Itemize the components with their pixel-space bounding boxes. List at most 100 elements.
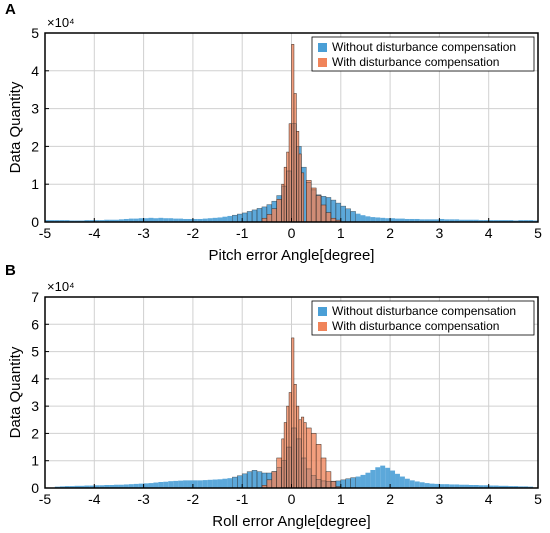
x-axis-label: Pitch error Angle[degree] [209, 247, 375, 264]
bar [498, 220, 504, 222]
bar [79, 220, 85, 222]
bar [350, 477, 356, 488]
bar [173, 218, 179, 222]
bar [439, 484, 445, 488]
bar [133, 483, 139, 488]
bar [429, 483, 435, 488]
bar [395, 218, 400, 222]
bar [320, 457, 327, 489]
bar [64, 220, 70, 222]
bar [123, 218, 129, 222]
bar [468, 484, 474, 488]
bar [237, 475, 243, 488]
bar [197, 480, 203, 488]
bar [69, 220, 75, 222]
x-tick-label: -3 [137, 491, 150, 507]
bar [143, 483, 149, 488]
x-tick-label: 5 [534, 225, 542, 241]
bar [523, 486, 529, 488]
bar [464, 219, 469, 222]
x-axis-label: Roll error Angle[degree] [212, 513, 370, 530]
legend-swatch [318, 58, 327, 67]
bar [114, 484, 119, 488]
bar [222, 216, 228, 222]
bar [99, 485, 105, 488]
bar [320, 204, 327, 223]
bar [404, 478, 410, 488]
bar [325, 471, 332, 489]
bar [360, 474, 366, 488]
chart-panel-b: B -5 -4 -3 -2 -1 0 1 2 3 4 5 0 1 2 3 4 5 6 7 ×10⁴ Roll error … [5, 262, 542, 530]
bar [133, 218, 139, 222]
y-tick-label: 1 [31, 453, 39, 469]
bar [49, 220, 55, 222]
bar [288, 392, 292, 489]
x-tick-label: -1 [236, 225, 249, 241]
bar [365, 472, 371, 488]
y-tick-label: 3 [31, 398, 39, 414]
bar [163, 218, 169, 222]
x-tick-label: 2 [386, 225, 394, 241]
y-axis-label: Data Quantity [7, 346, 24, 438]
bar [192, 480, 198, 488]
bar [227, 215, 233, 222]
bar [478, 220, 484, 222]
bar [335, 480, 341, 488]
x-tick-label: -2 [187, 225, 200, 241]
bar [276, 457, 282, 489]
y-tick-label: 4 [31, 371, 39, 387]
bar [54, 220, 60, 222]
bar [89, 220, 95, 222]
bar [414, 481, 420, 488]
bar [419, 219, 425, 222]
bar [380, 465, 386, 488]
bar [503, 220, 509, 222]
bar [266, 214, 273, 223]
x-tick-label: 1 [337, 225, 345, 241]
x-tick-label: -5 [39, 225, 52, 241]
bar [89, 485, 95, 488]
bar [326, 197, 331, 222]
x-tick-label: 5 [534, 491, 542, 507]
bar [158, 217, 164, 222]
bar [335, 203, 341, 222]
bar [291, 44, 295, 223]
bar [118, 484, 124, 488]
bar [79, 485, 85, 488]
bar [227, 478, 233, 488]
bar [424, 219, 430, 222]
bar [271, 471, 277, 489]
bar [197, 218, 203, 222]
bar [459, 484, 465, 488]
bar [217, 217, 223, 222]
bar [395, 473, 400, 488]
bar [64, 486, 70, 488]
bar [84, 485, 90, 488]
bar [375, 217, 381, 222]
bar [449, 484, 455, 488]
bar [163, 481, 169, 488]
bar [94, 220, 100, 222]
x-tick-label: 3 [436, 225, 444, 241]
bar [493, 485, 499, 488]
bar [281, 438, 285, 489]
bar [114, 219, 119, 222]
bar [293, 93, 297, 223]
bar [256, 471, 262, 488]
x-tick-label: -2 [187, 491, 200, 507]
bar [266, 204, 272, 222]
bar [281, 183, 285, 223]
y-tick-label: 0 [31, 480, 39, 496]
bar [303, 422, 307, 489]
bar [247, 211, 253, 222]
bars-group [54, 337, 534, 489]
bar [439, 218, 445, 222]
bar [266, 479, 273, 489]
bar [449, 219, 455, 222]
y-tick-label: 7 [31, 289, 39, 305]
bar [237, 214, 243, 222]
bar [59, 486, 65, 488]
y-tick-label: 0 [31, 214, 39, 230]
legend-label: With disturbance compensation [332, 55, 499, 69]
